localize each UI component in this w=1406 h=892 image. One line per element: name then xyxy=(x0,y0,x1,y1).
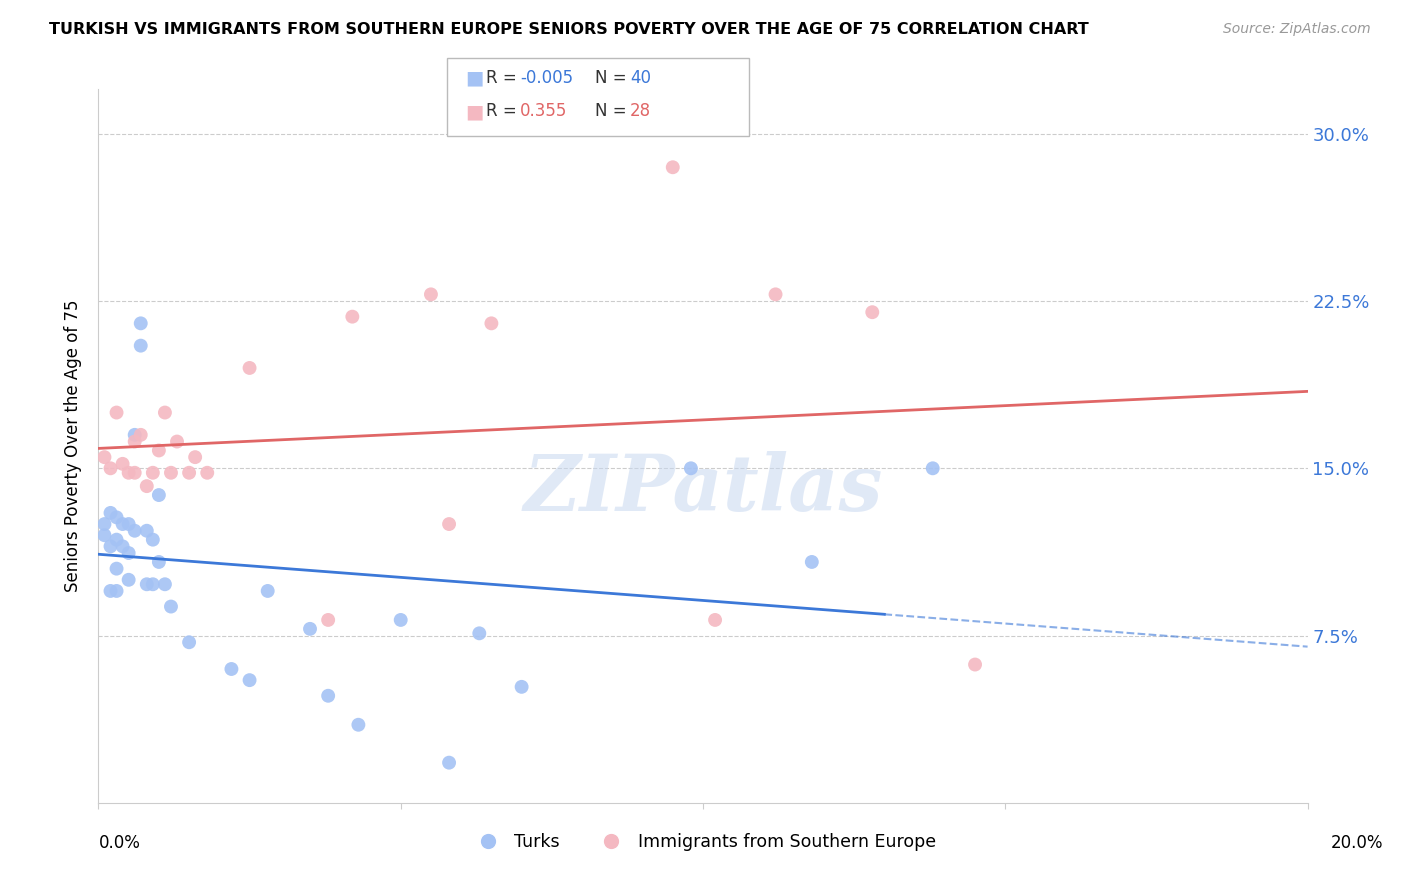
Point xyxy=(342,310,364,324)
Point xyxy=(93,450,115,464)
Point xyxy=(221,662,243,676)
Y-axis label: Seniors Poverty Over the Age of 75: Seniors Poverty Over the Age of 75 xyxy=(65,300,83,592)
Point xyxy=(129,316,152,330)
Point xyxy=(135,524,157,538)
Point xyxy=(239,360,262,375)
Point xyxy=(316,613,339,627)
Legend: Turks, Immigrants from Southern Europe: Turks, Immigrants from Southern Europe xyxy=(464,827,942,858)
Point xyxy=(129,338,152,352)
Text: N =: N = xyxy=(595,69,631,87)
Point xyxy=(153,405,176,419)
Text: ■: ■ xyxy=(465,102,484,121)
Point xyxy=(195,466,218,480)
Point xyxy=(124,524,146,538)
Text: 0.0%: 0.0% xyxy=(98,834,141,852)
Point xyxy=(105,405,128,419)
Text: 40: 40 xyxy=(630,69,651,87)
Point xyxy=(111,516,134,531)
Point xyxy=(135,479,157,493)
Point xyxy=(765,287,787,301)
Point xyxy=(118,516,141,531)
Text: R =: R = xyxy=(486,69,523,87)
Point xyxy=(921,461,943,475)
Point xyxy=(118,466,141,480)
Text: N =: N = xyxy=(595,103,631,120)
Text: Source: ZipAtlas.com: Source: ZipAtlas.com xyxy=(1223,22,1371,37)
Point xyxy=(148,555,170,569)
Point xyxy=(437,516,460,531)
Point xyxy=(437,756,460,770)
Text: ZIPatlas: ZIPatlas xyxy=(523,450,883,527)
Point xyxy=(166,434,188,449)
Point xyxy=(256,583,278,598)
Point xyxy=(111,457,134,471)
Point xyxy=(105,562,128,576)
Point xyxy=(135,577,157,591)
Point xyxy=(124,434,146,449)
Text: TURKISH VS IMMIGRANTS FROM SOUTHERN EUROPE SENIORS POVERTY OVER THE AGE OF 75 CO: TURKISH VS IMMIGRANTS FROM SOUTHERN EURO… xyxy=(49,22,1090,37)
Point xyxy=(661,161,683,175)
Point xyxy=(389,613,412,627)
Point xyxy=(124,427,146,442)
Point xyxy=(160,599,183,614)
Text: 0.355: 0.355 xyxy=(520,103,568,120)
Point xyxy=(148,488,170,502)
Point xyxy=(468,626,491,640)
Point xyxy=(100,539,122,553)
Point xyxy=(420,287,443,301)
Point xyxy=(100,583,122,598)
Point xyxy=(100,506,122,520)
Text: -0.005: -0.005 xyxy=(520,69,574,87)
Point xyxy=(179,635,201,649)
Point xyxy=(111,539,134,553)
Point xyxy=(148,443,170,458)
Point xyxy=(142,533,165,547)
Point xyxy=(347,717,370,731)
Point xyxy=(105,533,128,547)
Point xyxy=(704,613,727,627)
Point xyxy=(105,510,128,524)
Point xyxy=(860,305,883,319)
Point xyxy=(481,316,503,330)
Point xyxy=(129,427,152,442)
Point xyxy=(100,461,122,475)
Point xyxy=(105,583,128,598)
Point xyxy=(800,555,823,569)
Point xyxy=(153,577,176,591)
Point xyxy=(118,546,141,560)
Point xyxy=(142,577,165,591)
Text: 20.0%: 20.0% xyxy=(1330,834,1384,852)
Point xyxy=(316,689,339,703)
Point xyxy=(510,680,533,694)
Point xyxy=(965,657,987,672)
Point xyxy=(179,466,201,480)
Point xyxy=(93,528,115,542)
Text: 28: 28 xyxy=(630,103,651,120)
Point xyxy=(299,622,322,636)
Text: ■: ■ xyxy=(465,68,484,87)
Point xyxy=(184,450,207,464)
Point xyxy=(160,466,183,480)
Point xyxy=(124,466,146,480)
Point xyxy=(142,466,165,480)
Point xyxy=(679,461,702,475)
Text: R =: R = xyxy=(486,103,527,120)
Point xyxy=(93,516,115,531)
Point xyxy=(239,673,262,687)
Point xyxy=(118,573,141,587)
